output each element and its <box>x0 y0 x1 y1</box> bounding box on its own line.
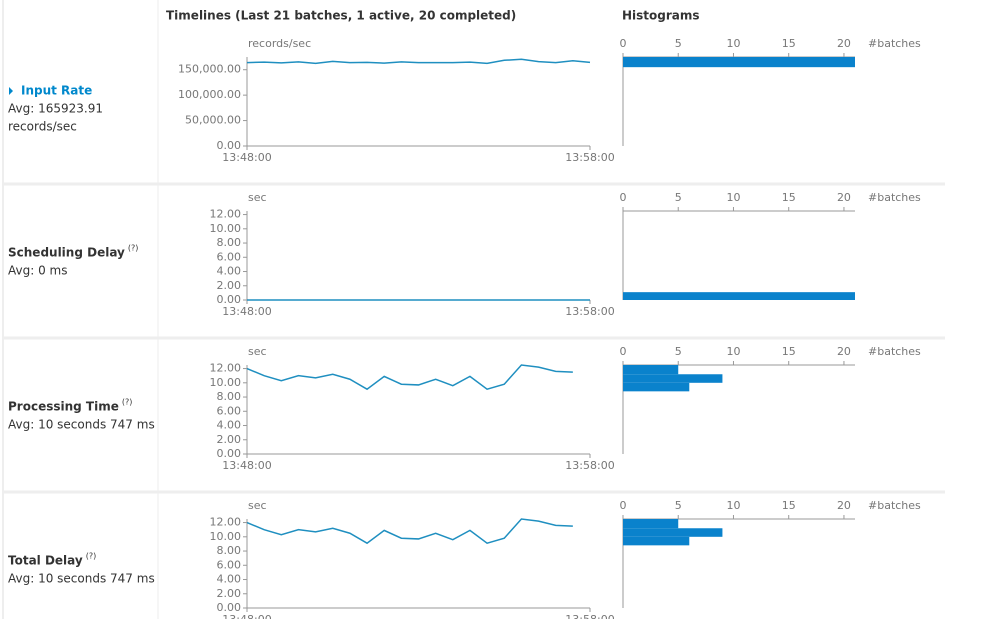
metric-avg: Avg: 10 seconds 747 ms <box>8 418 155 432</box>
y-tick-label: 12.00 <box>210 516 242 529</box>
help-icon[interactable]: (?) <box>122 398 133 407</box>
hist-x-tick-label: 20 <box>837 37 851 50</box>
hist-x-tick-label: 10 <box>726 499 740 512</box>
y-tick-label: 6.00 <box>217 250 242 263</box>
y-tick-label: 4.00 <box>217 265 242 278</box>
hist-x-label: #batches <box>868 191 921 204</box>
hist-x-tick-label: 5 <box>675 345 682 358</box>
timelines-title: Timelines (Last 21 batches, 1 active, 20… <box>166 9 516 23</box>
hist-x-tick-label: 15 <box>782 499 796 512</box>
expand-icon <box>9 87 13 95</box>
hist-bar <box>623 382 690 392</box>
x-tick-label: 13:58:00 <box>565 151 614 164</box>
hist-bar <box>623 57 855 68</box>
x-tick-label: 13:58:00 <box>565 459 614 472</box>
x-tick-label: 13:48:00 <box>222 459 271 472</box>
y-tick-label: 0.00 <box>217 293 242 306</box>
hist-bar <box>623 374 723 383</box>
hist-bar <box>623 536 690 546</box>
metric-name: Scheduling Delay <box>8 246 125 260</box>
y-tick-label: 6.00 <box>217 558 242 571</box>
hist-x-tick-label: 10 <box>726 345 740 358</box>
y-tick-label: 10.00 <box>210 376 242 389</box>
y-tick-label: 0.00 <box>217 139 242 152</box>
hist-x-tick-label: 15 <box>782 37 796 50</box>
y-tick-label: 0.00 <box>217 447 242 460</box>
metric-avg: Avg: 10 seconds 747 ms <box>8 572 155 586</box>
y-axis-unit: sec <box>248 499 267 512</box>
x-tick-label: 13:48:00 <box>222 305 271 318</box>
hist-x-tick-label: 0 <box>620 191 627 204</box>
hist-x-tick-label: 10 <box>726 37 740 50</box>
y-axis <box>246 211 590 301</box>
hist-x-label: #batches <box>868 37 921 50</box>
y-tick-label: 12.00 <box>210 208 242 221</box>
timeline-line <box>246 518 573 545</box>
hist-bar <box>623 292 855 300</box>
y-tick-label: 4.00 <box>217 573 242 586</box>
hist-x-label: #batches <box>868 345 921 358</box>
x-tick-label: 13:58:00 <box>565 305 614 318</box>
y-tick-label: 8.00 <box>217 544 242 557</box>
y-tick-label: 10.00 <box>210 530 242 543</box>
y-tick-label: 2.00 <box>217 587 242 600</box>
hist-x-tick-label: 15 <box>782 345 796 358</box>
x-tick-label: 13:48:00 <box>222 613 271 619</box>
hist-x-tick-label: 10 <box>726 191 740 204</box>
help-icon[interactable]: (?) <box>86 552 97 561</box>
hist-axis <box>622 56 855 146</box>
hist-x-tick-label: 0 <box>620 499 627 512</box>
hist-x-tick-label: 5 <box>675 499 682 512</box>
metric-name: Total Delay <box>8 554 83 568</box>
x-tick-label: 13:48:00 <box>222 151 271 164</box>
metric-avg: Avg: 165923.91 <box>8 102 103 116</box>
y-tick-label: 100,000.00 <box>178 88 241 101</box>
hist-axis <box>622 210 855 300</box>
y-tick-label: 2.00 <box>217 279 242 292</box>
y-tick-label: 150,000.00 <box>178 63 241 76</box>
y-axis <box>246 519 590 609</box>
y-tick-label: 50,000.00 <box>185 114 241 127</box>
hist-bar <box>623 519 679 529</box>
metric-name: Processing Time <box>8 400 119 414</box>
y-tick-label: 4.00 <box>217 419 242 432</box>
timeline-line <box>246 364 573 391</box>
hist-x-tick-label: 5 <box>675 191 682 204</box>
timeline-line <box>246 58 591 65</box>
y-axis-unit: sec <box>248 345 267 358</box>
histograms-title: Histograms <box>622 9 700 23</box>
x-tick-label: 13:58:00 <box>565 613 614 619</box>
y-axis-unit: records/sec <box>248 37 311 50</box>
y-tick-label: 8.00 <box>217 236 242 249</box>
y-tick-label: 2.00 <box>217 433 242 446</box>
hist-x-tick-label: 20 <box>837 345 851 358</box>
metric-name[interactable]: Input Rate <box>21 84 92 98</box>
y-axis-unit: sec <box>248 191 267 204</box>
hist-bar <box>623 365 679 375</box>
metric-avg: Avg: 0 ms <box>8 264 67 278</box>
metric-avg-unit: records/sec <box>8 120 77 134</box>
hist-x-tick-label: 20 <box>837 499 851 512</box>
hist-x-label: #batches <box>868 499 921 512</box>
y-tick-label: 6.00 <box>217 404 242 417</box>
help-icon[interactable]: (?) <box>128 244 139 253</box>
y-tick-label: 12.00 <box>210 362 242 375</box>
hist-x-tick-label: 15 <box>782 191 796 204</box>
hist-x-tick-label: 0 <box>620 345 627 358</box>
y-axis <box>246 365 590 455</box>
y-tick-label: 0.00 <box>217 601 242 614</box>
hist-bar <box>623 528 723 537</box>
hist-x-tick-label: 5 <box>675 37 682 50</box>
hist-x-tick-label: 0 <box>620 37 627 50</box>
hist-x-tick-label: 20 <box>837 191 851 204</box>
y-axis <box>246 57 590 147</box>
y-tick-label: 8.00 <box>217 390 242 403</box>
y-tick-label: 10.00 <box>210 222 242 235</box>
